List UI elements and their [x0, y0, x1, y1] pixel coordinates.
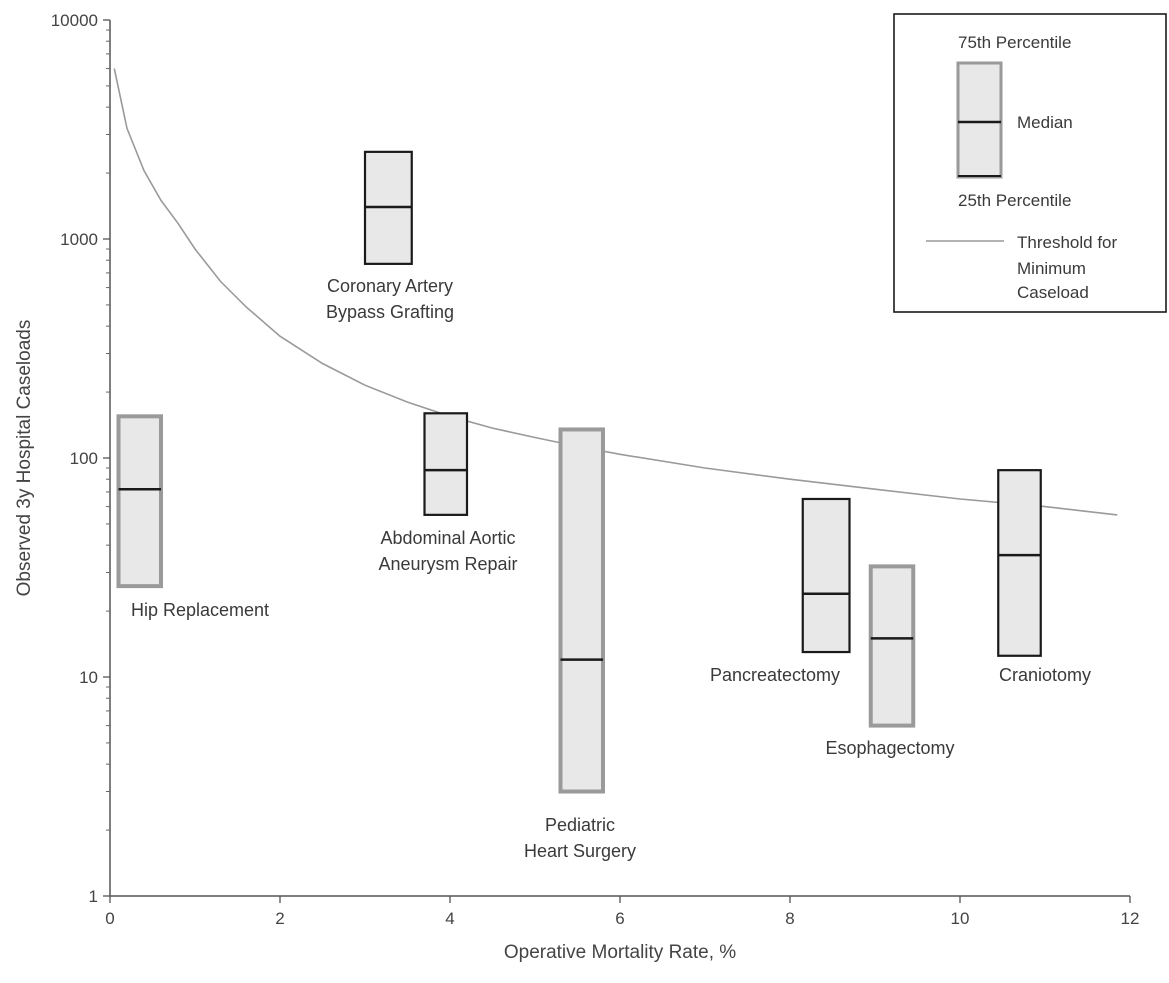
box-abdominal-aortic-aneurysm-repair-label: Aneurysm Repair — [378, 554, 517, 574]
box-pediatric-heart-surgery-iqr — [558, 427, 605, 794]
x-tick-label: 8 — [785, 909, 794, 928]
box-coronary-artery-bypass-grafting-label: Coronary Artery — [327, 276, 453, 296]
legend-threshold-label-line-2: Minimum — [1017, 259, 1086, 278]
box-craniotomy: Craniotomy — [997, 469, 1091, 685]
legend-median-label: Median — [1017, 113, 1073, 132]
box-esophagectomy-label: Esophagectomy — [825, 738, 954, 758]
legend-frame — [893, 13, 1167, 313]
box-craniotomy-iqr — [997, 469, 1042, 657]
y-tick-label: 10000 — [51, 11, 98, 30]
box-esophagectomy: Esophagectomy — [825, 564, 955, 758]
legend-threshold-label-line-1: Threshold for — [1017, 233, 1117, 252]
x-axis-label: Operative Mortality Rate, % — [504, 942, 736, 963]
box-pancreatectomy: Pancreatectomy — [710, 497, 851, 685]
box-coronary-artery-bypass-grafting-label: Bypass Grafting — [326, 302, 454, 322]
box-hip-replacement-label: Hip Replacement — [131, 600, 269, 620]
legend-box-swatch — [956, 61, 1003, 179]
box-hip-replacement-iqr — [116, 414, 163, 589]
box-craniotomy-label: Craniotomy — [999, 665, 1091, 685]
box-pediatric-heart-surgery-label: Heart Surgery — [524, 841, 636, 861]
x-tick-label: 12 — [1121, 909, 1140, 928]
y-tick-label: 1 — [89, 887, 98, 906]
legend-75th-percentile-label: 75th Percentile — [958, 33, 1071, 52]
x-tick-label: 2 — [275, 909, 284, 928]
box-abdominal-aortic-aneurysm-repair-iqr — [423, 412, 469, 516]
legend-threshold-label-line-3: Caseload — [1017, 283, 1089, 302]
box-pancreatectomy-label: Pancreatectomy — [710, 665, 840, 685]
y-tick-label: 10 — [79, 668, 98, 687]
box-abdominal-aortic-aneurysm-repair-label: Abdominal Aortic — [380, 528, 515, 548]
boxes: Hip Replacement Coronary Artery Bypass Gra… — [116, 150, 1091, 861]
ticks: 0 2 4 6 8 10 12 1 10 100 1000 10000 — [51, 11, 1140, 928]
x-tick-label: 0 — [105, 909, 114, 928]
legend: 75th Percentile Median 25th Percentile T… — [893, 13, 1167, 313]
x-tick-label: 6 — [615, 909, 624, 928]
box-abdominal-aortic-aneurysm-repair: Abdominal Aortic Aneurysm Repair — [378, 412, 518, 574]
box-pediatric-heart-surgery-label: Pediatric — [545, 815, 615, 835]
x-tick-label: 10 — [951, 909, 970, 928]
box-hip-replacement: Hip Replacement — [116, 414, 269, 620]
y-axis-label: Observed 3y Hospital Caseloads — [14, 320, 35, 597]
box-esophagectomy-iqr — [868, 564, 916, 728]
y-tick-label: 1000 — [60, 230, 98, 249]
y-tick-label: 100 — [70, 449, 98, 468]
legend-25th-percentile-label: 25th Percentile — [958, 191, 1071, 210]
threshold-curve — [113, 68, 1118, 516]
box-coronary-artery-bypass-grafting: Coronary Artery Bypass Grafting — [326, 150, 454, 322]
box-pediatric-heart-surgery: Pediatric Heart Surgery — [524, 427, 636, 861]
box-pancreatectomy-iqr — [801, 497, 851, 654]
x-tick-label: 4 — [445, 909, 454, 928]
